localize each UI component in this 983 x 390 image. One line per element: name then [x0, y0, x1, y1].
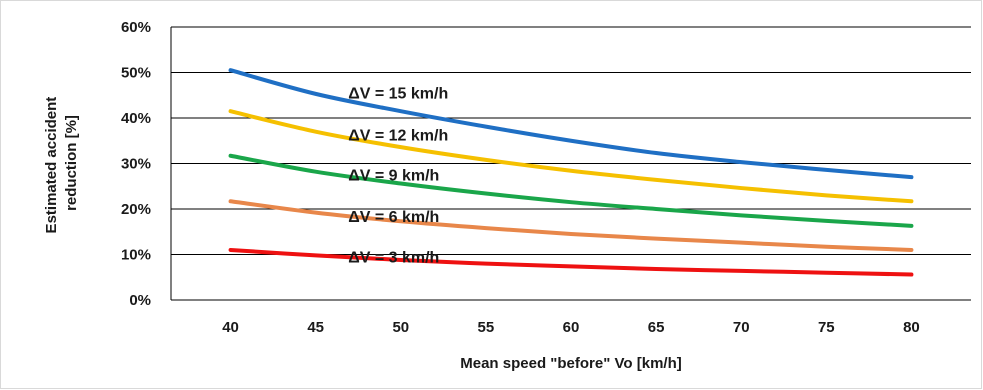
series-line-5	[228, 247, 914, 277]
x-tick-label: 55	[478, 319, 495, 336]
y-tick-label: 50%	[121, 65, 151, 82]
y-tick-label: 10%	[121, 247, 151, 264]
x-tick-label: 75	[818, 319, 835, 336]
y-tick-label: 60%	[121, 19, 151, 36]
series-lines	[228, 68, 914, 277]
series-line-3	[228, 153, 914, 228]
x-tick-label: 65	[648, 319, 665, 336]
y-axis-title-line-2: reduction [%]	[63, 115, 80, 211]
y-tick-label: 40%	[121, 110, 151, 127]
x-tick-labels: 40 45 50 55 60 65 70 75 80	[222, 319, 920, 336]
series-line-2	[228, 109, 914, 204]
x-tick-label: 60	[563, 319, 580, 336]
x-axis-title: Mean speed "before" Vo [km/h]	[460, 355, 681, 372]
axes	[170, 27, 971, 301]
gridlines	[171, 26, 971, 255]
x-tick-label: 50	[392, 319, 409, 336]
x-tick-label: 70	[733, 319, 750, 336]
series-label-3: ΔV = 9 km/h	[348, 168, 439, 185]
series-label-4: ΔV = 6 km/h	[348, 209, 439, 226]
x-tick-label: 45	[307, 319, 324, 336]
y-tick-label: 20%	[121, 201, 151, 218]
y-axis-title: Estimated accident reduction [%]	[43, 93, 80, 234]
series-labels: ΔV = 15 km/h ΔV = 12 km/h ΔV = 9 km/h ΔV = …	[348, 86, 448, 267]
y-tick-label: 30%	[121, 156, 151, 173]
series-line-1	[228, 68, 914, 180]
y-tick-label: 0%	[129, 292, 151, 309]
series-line-4	[228, 199, 914, 252]
series-label-1: ΔV = 15 km/h	[348, 86, 448, 103]
series-label-5: ΔV = 3 km/h	[348, 250, 439, 267]
y-axis-title-line-1: Estimated accident	[43, 97, 60, 234]
x-tick-label: 40	[222, 319, 239, 336]
series-label-2: ΔV = 12 km/h	[348, 127, 448, 144]
y-tick-labels: 0% 10% 20% 30% 40% 50% 60%	[121, 19, 151, 309]
x-tick-label: 80	[903, 319, 920, 336]
